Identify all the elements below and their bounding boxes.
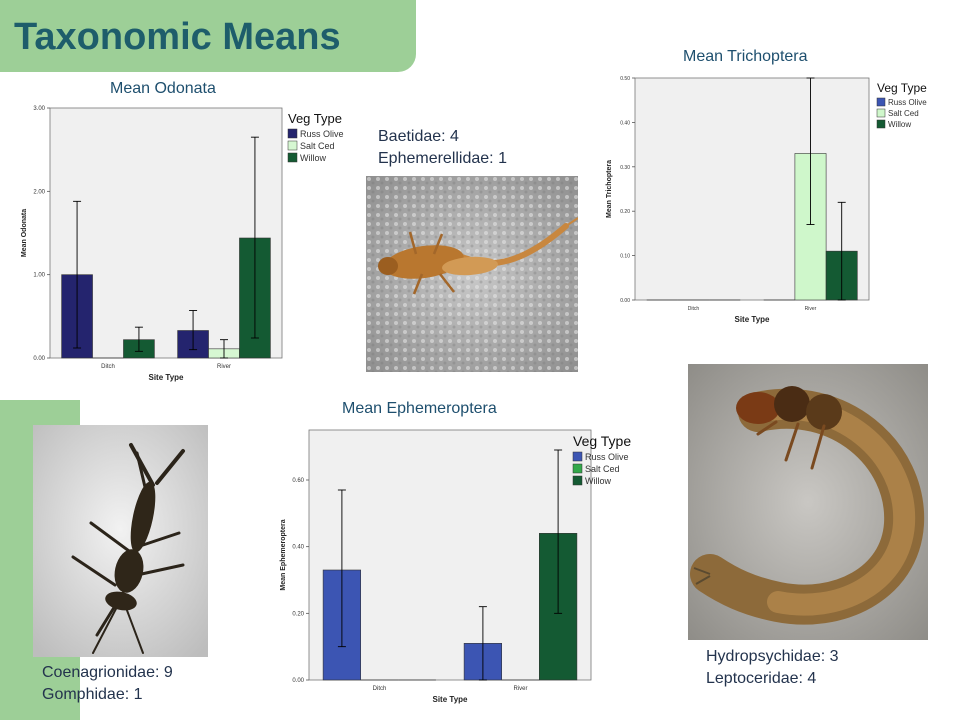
legend-label: Willow: [300, 153, 326, 163]
y-tick-label: 0.40: [620, 120, 630, 126]
x-tick-label: Ditch: [688, 306, 700, 312]
y-tick-label: 3.00: [33, 106, 45, 112]
x-tick-label: Ditch: [373, 686, 387, 692]
legend-label: Salt Ced: [888, 109, 919, 118]
y-tick-label: 0.00: [292, 678, 304, 684]
trichoptera-chart: 0.00 0.10 0.20 0.30 0.40 0.50 Mean Trichoptera…: [606, 76, 927, 324]
chart-title-trichoptera: Mean Trichoptera: [683, 48, 808, 65]
y-tick-label: 0.00: [33, 356, 45, 362]
legend-swatch: [287, 140, 298, 151]
y-axis-label: Mean Ephemeroptera: [280, 519, 287, 590]
y-tick-label: 0.60: [292, 478, 304, 484]
legend-label: Russ Olive: [888, 98, 927, 107]
ephemeroptera-chart: 0.00 0.20 0.40 0.60 Mean Ephemeroptera Ditch R…: [280, 429, 631, 704]
ephemerellidae-count: Ephemerellidae: 1: [378, 150, 507, 167]
y-axis-label: Mean Odonata: [21, 209, 28, 257]
y-tick-label: 0.20: [292, 611, 304, 617]
gomphidae-count: Gomphidae: 1: [42, 686, 143, 703]
mayfly-photo: [366, 176, 578, 372]
y-tick-label: 0.10: [620, 254, 630, 260]
y-tick-label: 0.50: [620, 76, 630, 82]
y-tick-label: 0.00: [620, 298, 630, 304]
mayfly-caption: Baetidae: 4 Ephemerellidae: 1: [378, 126, 507, 170]
damselfly-caption: Coenagrionidae: 9 Gomphidae: 1: [42, 662, 173, 706]
legend-title: Veg Type: [573, 433, 631, 449]
legend-swatch: [876, 108, 886, 118]
y-tick-label: 1.00: [33, 273, 45, 279]
baetidae-count: Baetidae: 4: [378, 128, 459, 145]
legend-swatch: [287, 128, 298, 139]
legend-label: Russ Olive: [585, 452, 629, 462]
legend-swatch: [572, 463, 583, 474]
page-title: Taxonomic Means: [14, 16, 341, 58]
x-tick-label: Ditch: [101, 364, 115, 370]
title-banner: [0, 0, 416, 72]
legend-swatch: [876, 119, 886, 129]
legend-swatch: [572, 475, 583, 486]
legend-label: Willow: [888, 120, 911, 129]
legend-title: Veg Type: [288, 111, 342, 126]
x-tick-label: River: [805, 306, 817, 312]
damselfly-photo: [33, 425, 208, 657]
legend-swatch: [876, 97, 886, 107]
chart-title-ephemeroptera: Mean Ephemeroptera: [342, 400, 497, 417]
x-axis-label: Site Type: [735, 315, 771, 324]
y-tick-label: 0.40: [292, 545, 304, 551]
legend-swatch: [572, 451, 583, 462]
x-axis-label: Site Type: [433, 695, 469, 704]
caddisfly-caption: Hydropsychidae: 3 Leptoceridae: 4: [706, 646, 839, 690]
chart-title-odonata: Mean Odonata: [110, 80, 216, 97]
y-axis-label: Mean Trichoptera: [606, 160, 613, 218]
y-tick-label: 0.20: [620, 209, 630, 215]
leptoceridae-count: Leptoceridae: 4: [706, 670, 817, 687]
legend-label: Salt Ced: [585, 464, 620, 474]
y-tick-label: 0.30: [620, 165, 630, 171]
coenagrionidae-count: Coenagrionidae: 9: [42, 664, 173, 681]
odonata-chart: 0.00 1.00 2.00 3.00 Mean Odonata Ditch River Si…: [21, 106, 344, 382]
x-tick-label: River: [513, 686, 527, 692]
legend-label: Salt Ced: [300, 141, 335, 151]
hydropsychidae-count: Hydropsychidae: 3: [706, 648, 839, 665]
caddisfly-photo: [688, 364, 928, 640]
legend-label: Willow: [585, 476, 611, 486]
legend-title: Veg Type: [877, 81, 927, 95]
y-tick-label: 2.00: [33, 189, 45, 195]
x-tick-label: River: [217, 364, 231, 370]
x-axis-label: Site Type: [149, 373, 185, 382]
legend-swatch: [287, 152, 298, 163]
legend-label: Russ Olive: [300, 129, 344, 139]
